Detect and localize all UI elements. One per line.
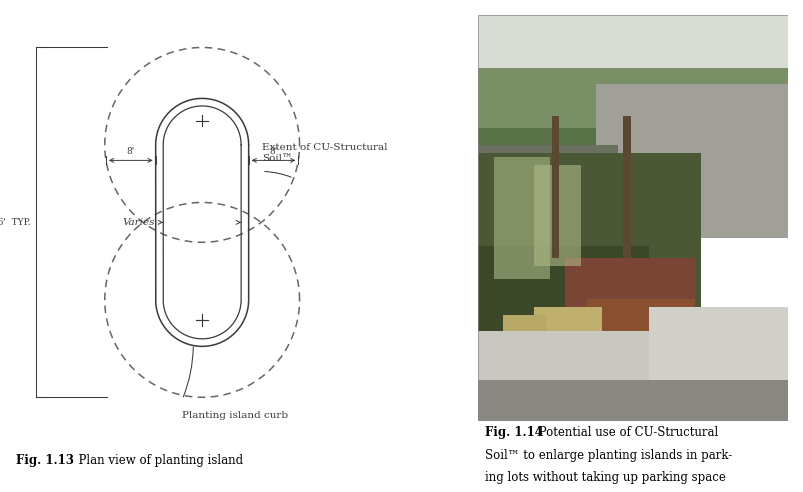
Text: Soil™ to enlarge planting islands in park-: Soil™ to enlarge planting islands in par…: [484, 449, 732, 462]
Text: ing lots without taking up parking space: ing lots without taking up parking space: [484, 470, 725, 484]
Bar: [533, 307, 601, 347]
Bar: [478, 153, 700, 347]
Text: Varies: Varies: [123, 218, 155, 227]
Bar: [478, 128, 787, 177]
Bar: [478, 246, 648, 347]
Text: 8': 8': [269, 147, 277, 156]
Bar: [478, 67, 787, 157]
Text: Plan view of planting island: Plan view of planting island: [71, 455, 243, 467]
Bar: [586, 299, 694, 347]
Bar: [503, 315, 546, 347]
Bar: [478, 145, 617, 217]
Bar: [478, 380, 787, 421]
Text: 8': 8': [127, 147, 135, 156]
Bar: [622, 116, 630, 258]
Text: Extent of CU-Structural
Soil™: Extent of CU-Structural Soil™: [262, 143, 387, 162]
Text: Potential use of CU-Structural: Potential use of CU-Structural: [535, 427, 718, 439]
Bar: [493, 157, 549, 278]
Bar: [648, 307, 787, 388]
Bar: [595, 84, 787, 238]
Bar: [533, 165, 580, 267]
Bar: [478, 15, 787, 88]
Text: Fig. 1.13: Fig. 1.13: [16, 455, 74, 467]
Text: Fig. 1.14: Fig. 1.14: [484, 427, 542, 439]
Text: 36'  TYP.: 36' TYP.: [0, 218, 31, 227]
Bar: [565, 258, 694, 332]
Bar: [478, 332, 787, 388]
Bar: [552, 116, 559, 258]
Text: Planting island curb: Planting island curb: [182, 410, 288, 420]
